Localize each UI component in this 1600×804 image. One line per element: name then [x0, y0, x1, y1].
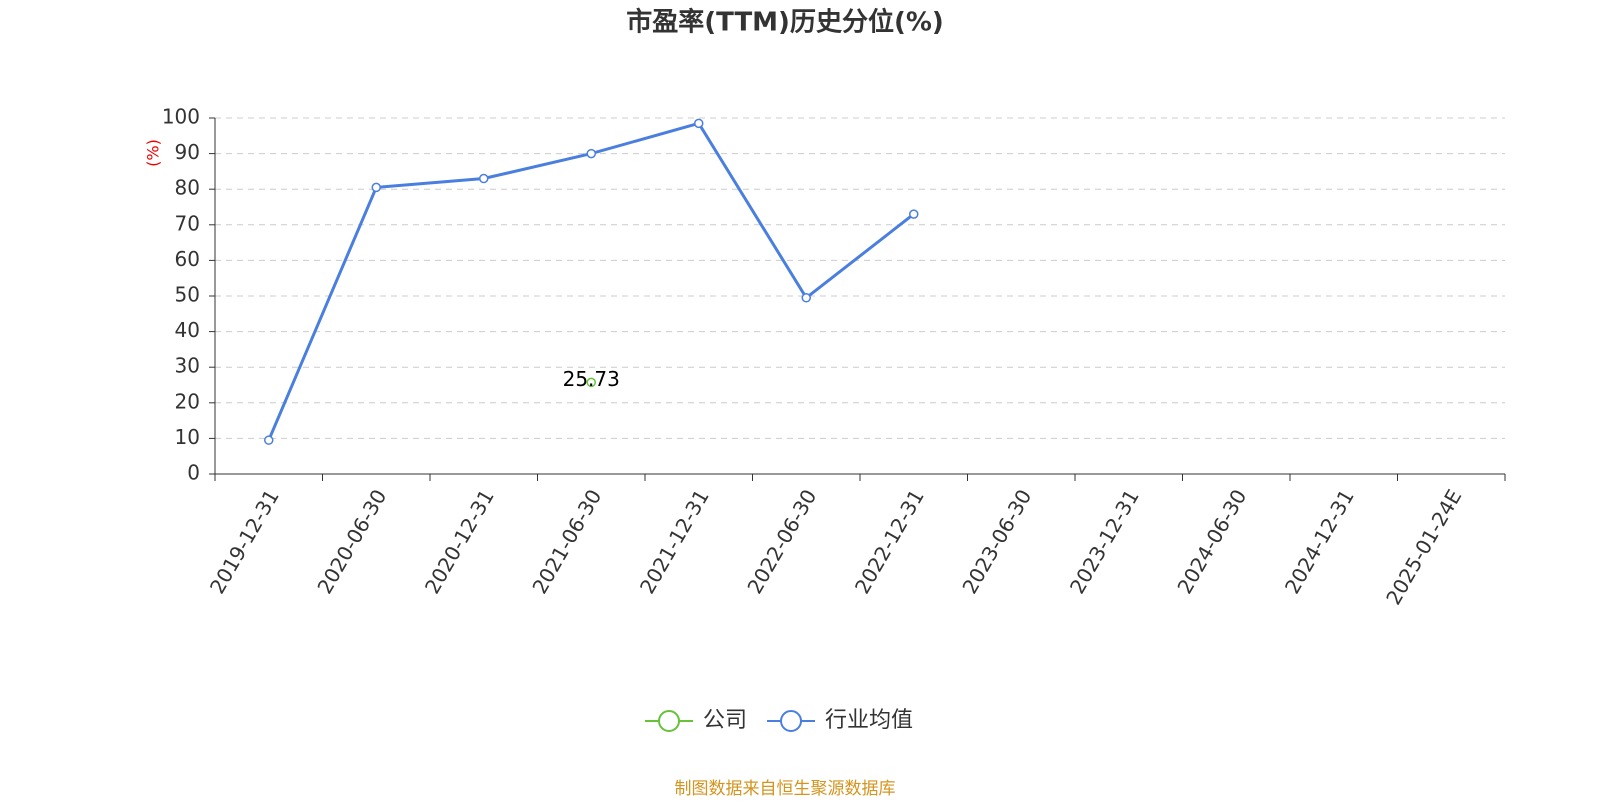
- x-tick-label: 2023-12-31: [1065, 485, 1144, 598]
- legend-symbol: [658, 710, 680, 732]
- data-point: [371, 182, 381, 193]
- x-tick-label: 2025-01-24E: [1381, 485, 1466, 609]
- x-tick-label: 2021-12-31: [635, 485, 714, 598]
- x-tick-label: 2024-06-30: [1172, 485, 1251, 598]
- y-tick-label: 70: [175, 211, 200, 235]
- x-tick-label: 2022-06-30: [742, 485, 821, 598]
- data-point: [586, 377, 596, 388]
- y-tick-label: 60: [175, 247, 200, 271]
- data-label: 25.73: [563, 367, 620, 391]
- data-point: [801, 293, 811, 303]
- source-note: 制图数据来自恒生聚源数据库: [675, 779, 896, 799]
- data-point: [264, 435, 274, 445]
- y-tick-label: 0: [187, 461, 200, 485]
- x-tick-label: 2023-06-30: [957, 485, 1036, 598]
- x-tick-label: 2021-06-30: [527, 485, 606, 598]
- x-tick-label: 2020-12-31: [420, 485, 499, 598]
- legend-label: 行业均值: [825, 708, 913, 733]
- y-tick-label: 100: [162, 105, 200, 129]
- legend-symbol: [780, 710, 803, 732]
- y-tick-label: 40: [175, 318, 200, 342]
- x-tick-label: 2022-12-31: [850, 485, 929, 598]
- y-tick-label: 50: [175, 283, 200, 307]
- legend-label: 公司: [703, 708, 747, 733]
- x-tick-label: 2019-12-31: [205, 485, 284, 598]
- x-tick-label: 2020-06-30: [312, 485, 391, 598]
- chart-title: 市盈率(TTM)历史分位(%): [626, 7, 944, 38]
- data-point: [694, 118, 704, 129]
- data-point: [479, 173, 489, 184]
- data-point: [586, 148, 596, 159]
- y-tick-label: 20: [175, 389, 200, 413]
- series-line: [267, 121, 915, 441]
- y-tick-label: 90: [175, 140, 200, 164]
- data-point: [909, 209, 919, 219]
- y-tick-label: 30: [175, 354, 200, 378]
- x-tick-label: 2024-12-31: [1280, 485, 1359, 598]
- y-tick-label: 10: [175, 425, 200, 449]
- y-tick-label: 80: [175, 176, 200, 200]
- y-axis-label: (%): [144, 139, 163, 167]
